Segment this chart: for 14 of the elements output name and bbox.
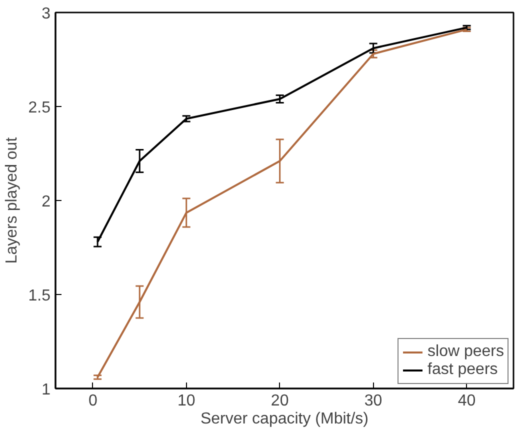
y-tick-label: 3	[42, 6, 51, 22]
x-tick-label: 20	[270, 392, 289, 410]
y-tick-label: 2	[42, 194, 51, 210]
x-tick-label: 30	[364, 392, 382, 410]
y-tick-label: 1	[42, 382, 51, 398]
y-tick-label: 1.5	[28, 288, 51, 304]
y-axis-title: Layers played out	[3, 136, 20, 264]
legend-label: fast peers	[428, 361, 498, 379]
x-axis-title: Server capacity (Mbit/s)	[200, 410, 369, 428]
x-tick-label: 10	[177, 392, 196, 410]
x-tick-label: 0	[88, 392, 98, 410]
x-tick-label: 40	[458, 392, 476, 410]
y-tick-label: 2.5	[28, 100, 51, 116]
legend-label: slow peers	[428, 343, 504, 361]
